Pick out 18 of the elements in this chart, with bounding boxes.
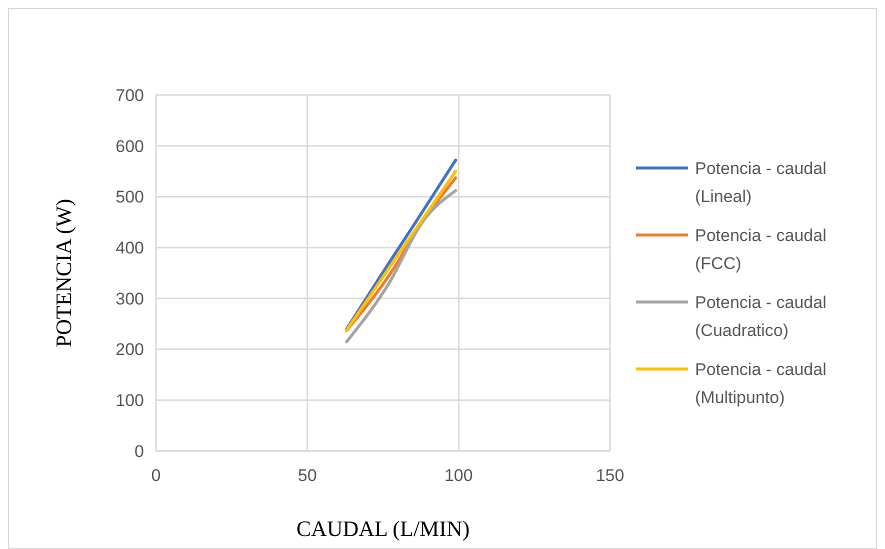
legend-label: Potencia - caudal (Multipunto) — [695, 360, 826, 407]
legend-label: Potencia - caudal (FCC) — [695, 226, 826, 273]
y-tick-label: 500 — [116, 188, 144, 207]
y-tick-label: 700 — [116, 86, 144, 105]
y-tick-label: 0 — [134, 442, 144, 461]
y-tick-label: 300 — [116, 289, 144, 308]
legend-label: Potencia - caudal (Lineal) — [695, 158, 826, 206]
y-tick-label: 600 — [116, 136, 144, 156]
x-tick-label: 150 — [596, 466, 624, 485]
x-tick-label: 50 — [298, 466, 317, 485]
legend-label: Potencia - caudal (Cuadratico) — [695, 292, 826, 340]
y-axis-title: POTENCIA (W) — [51, 198, 76, 348]
y-tick-label: 100 — [116, 391, 144, 410]
x-tick-label: 100 — [444, 466, 473, 485]
y-tick-label: 400 — [116, 238, 144, 258]
y-tick-label: 200 — [116, 340, 144, 360]
x-tick-label: 0 — [151, 466, 161, 485]
x-axis-title: CAUDAL (L/MIN) — [296, 516, 470, 541]
